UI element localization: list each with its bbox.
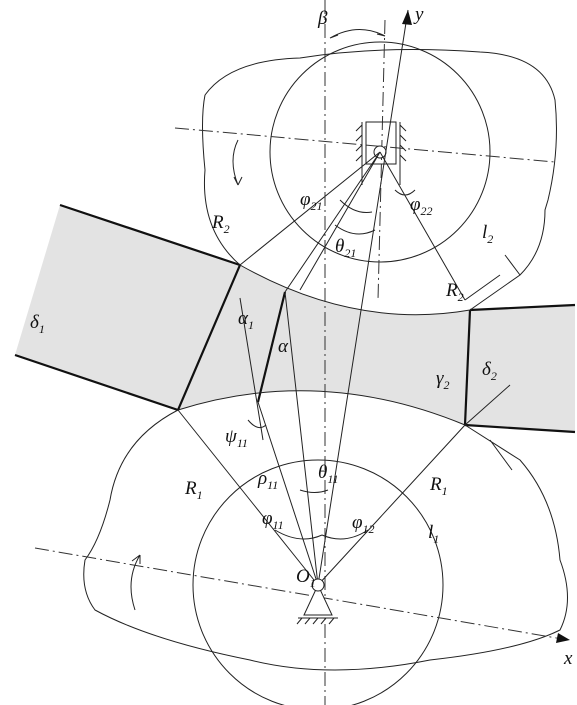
- upper-angle-arcs: [335, 190, 415, 234]
- label-base: θ: [318, 462, 327, 483]
- upper-roll-outline: [203, 50, 557, 310]
- label-subscript: 1: [442, 484, 448, 498]
- label-subscript: 2: [491, 369, 497, 383]
- lower-rotation-arrow: [131, 555, 140, 610]
- lower-roll-outline: [84, 410, 568, 670]
- label-base: β: [317, 8, 328, 29]
- label: φ21: [300, 189, 323, 213]
- label-base: φ: [352, 512, 363, 533]
- label-subscript: 2: [487, 232, 493, 246]
- label-base: O: [296, 566, 310, 587]
- label-subscript: 21: [344, 246, 356, 260]
- label: ρ11: [257, 468, 278, 492]
- label-base: φ: [262, 508, 273, 529]
- label: y: [413, 4, 424, 25]
- upper-rotation-arrow: [233, 140, 242, 185]
- label: φ12: [352, 512, 375, 536]
- label: l1: [428, 522, 439, 546]
- label: R1: [184, 478, 203, 502]
- label-base: y: [413, 4, 424, 25]
- label: θ21: [335, 236, 356, 260]
- label-subscript: 11: [327, 472, 338, 486]
- label: R1: [429, 474, 448, 498]
- label-base: φ: [300, 189, 311, 210]
- label-subscript: 21: [311, 199, 323, 213]
- label: l2: [482, 222, 493, 246]
- label-subscript: 11: [273, 518, 284, 532]
- label-subscript: 2: [458, 290, 464, 304]
- label-subscript: 2: [444, 378, 450, 392]
- label-base: ρ: [257, 468, 267, 489]
- upper-radii: [240, 152, 520, 300]
- label-subscript: 11: [267, 478, 278, 492]
- label-base: α: [278, 336, 289, 357]
- y-arrow: [402, 10, 412, 25]
- label-base: x: [563, 648, 573, 669]
- label-base: R: [429, 474, 442, 495]
- label-subscript: 1: [197, 488, 203, 502]
- label: R2: [211, 212, 230, 236]
- label-subscript: 1: [39, 322, 45, 336]
- label-base: R: [211, 212, 224, 233]
- x-arrow: [556, 633, 570, 643]
- label: β: [317, 8, 328, 29]
- label: R2: [445, 280, 464, 304]
- rolling-diagram: βyφ21φ22R2θ21l2R2δ1α1αδ2γ2ψ11R1ρ11θ11φ11…: [0, 0, 577, 705]
- label-subscript: 11: [237, 436, 248, 450]
- label-base: φ: [410, 194, 421, 215]
- label-subscript: 1: [310, 576, 316, 590]
- label-subscript: 1: [433, 532, 439, 546]
- label: α: [278, 336, 289, 357]
- label-subscript: 2: [224, 222, 230, 236]
- label: φ22: [410, 194, 433, 218]
- beta-arc: [330, 29, 385, 38]
- label-subscript: 22: [421, 204, 433, 218]
- label: x: [563, 648, 573, 669]
- label: ψ11: [225, 426, 248, 450]
- lower-hatching: [297, 618, 338, 624]
- label: φ11: [262, 508, 284, 532]
- label-base: R: [445, 280, 458, 301]
- label: θ11: [318, 462, 338, 486]
- label-base: θ: [335, 236, 344, 257]
- label-subscript: 1: [248, 318, 254, 332]
- label-base: R: [184, 478, 197, 499]
- label-subscript: 12: [363, 522, 375, 536]
